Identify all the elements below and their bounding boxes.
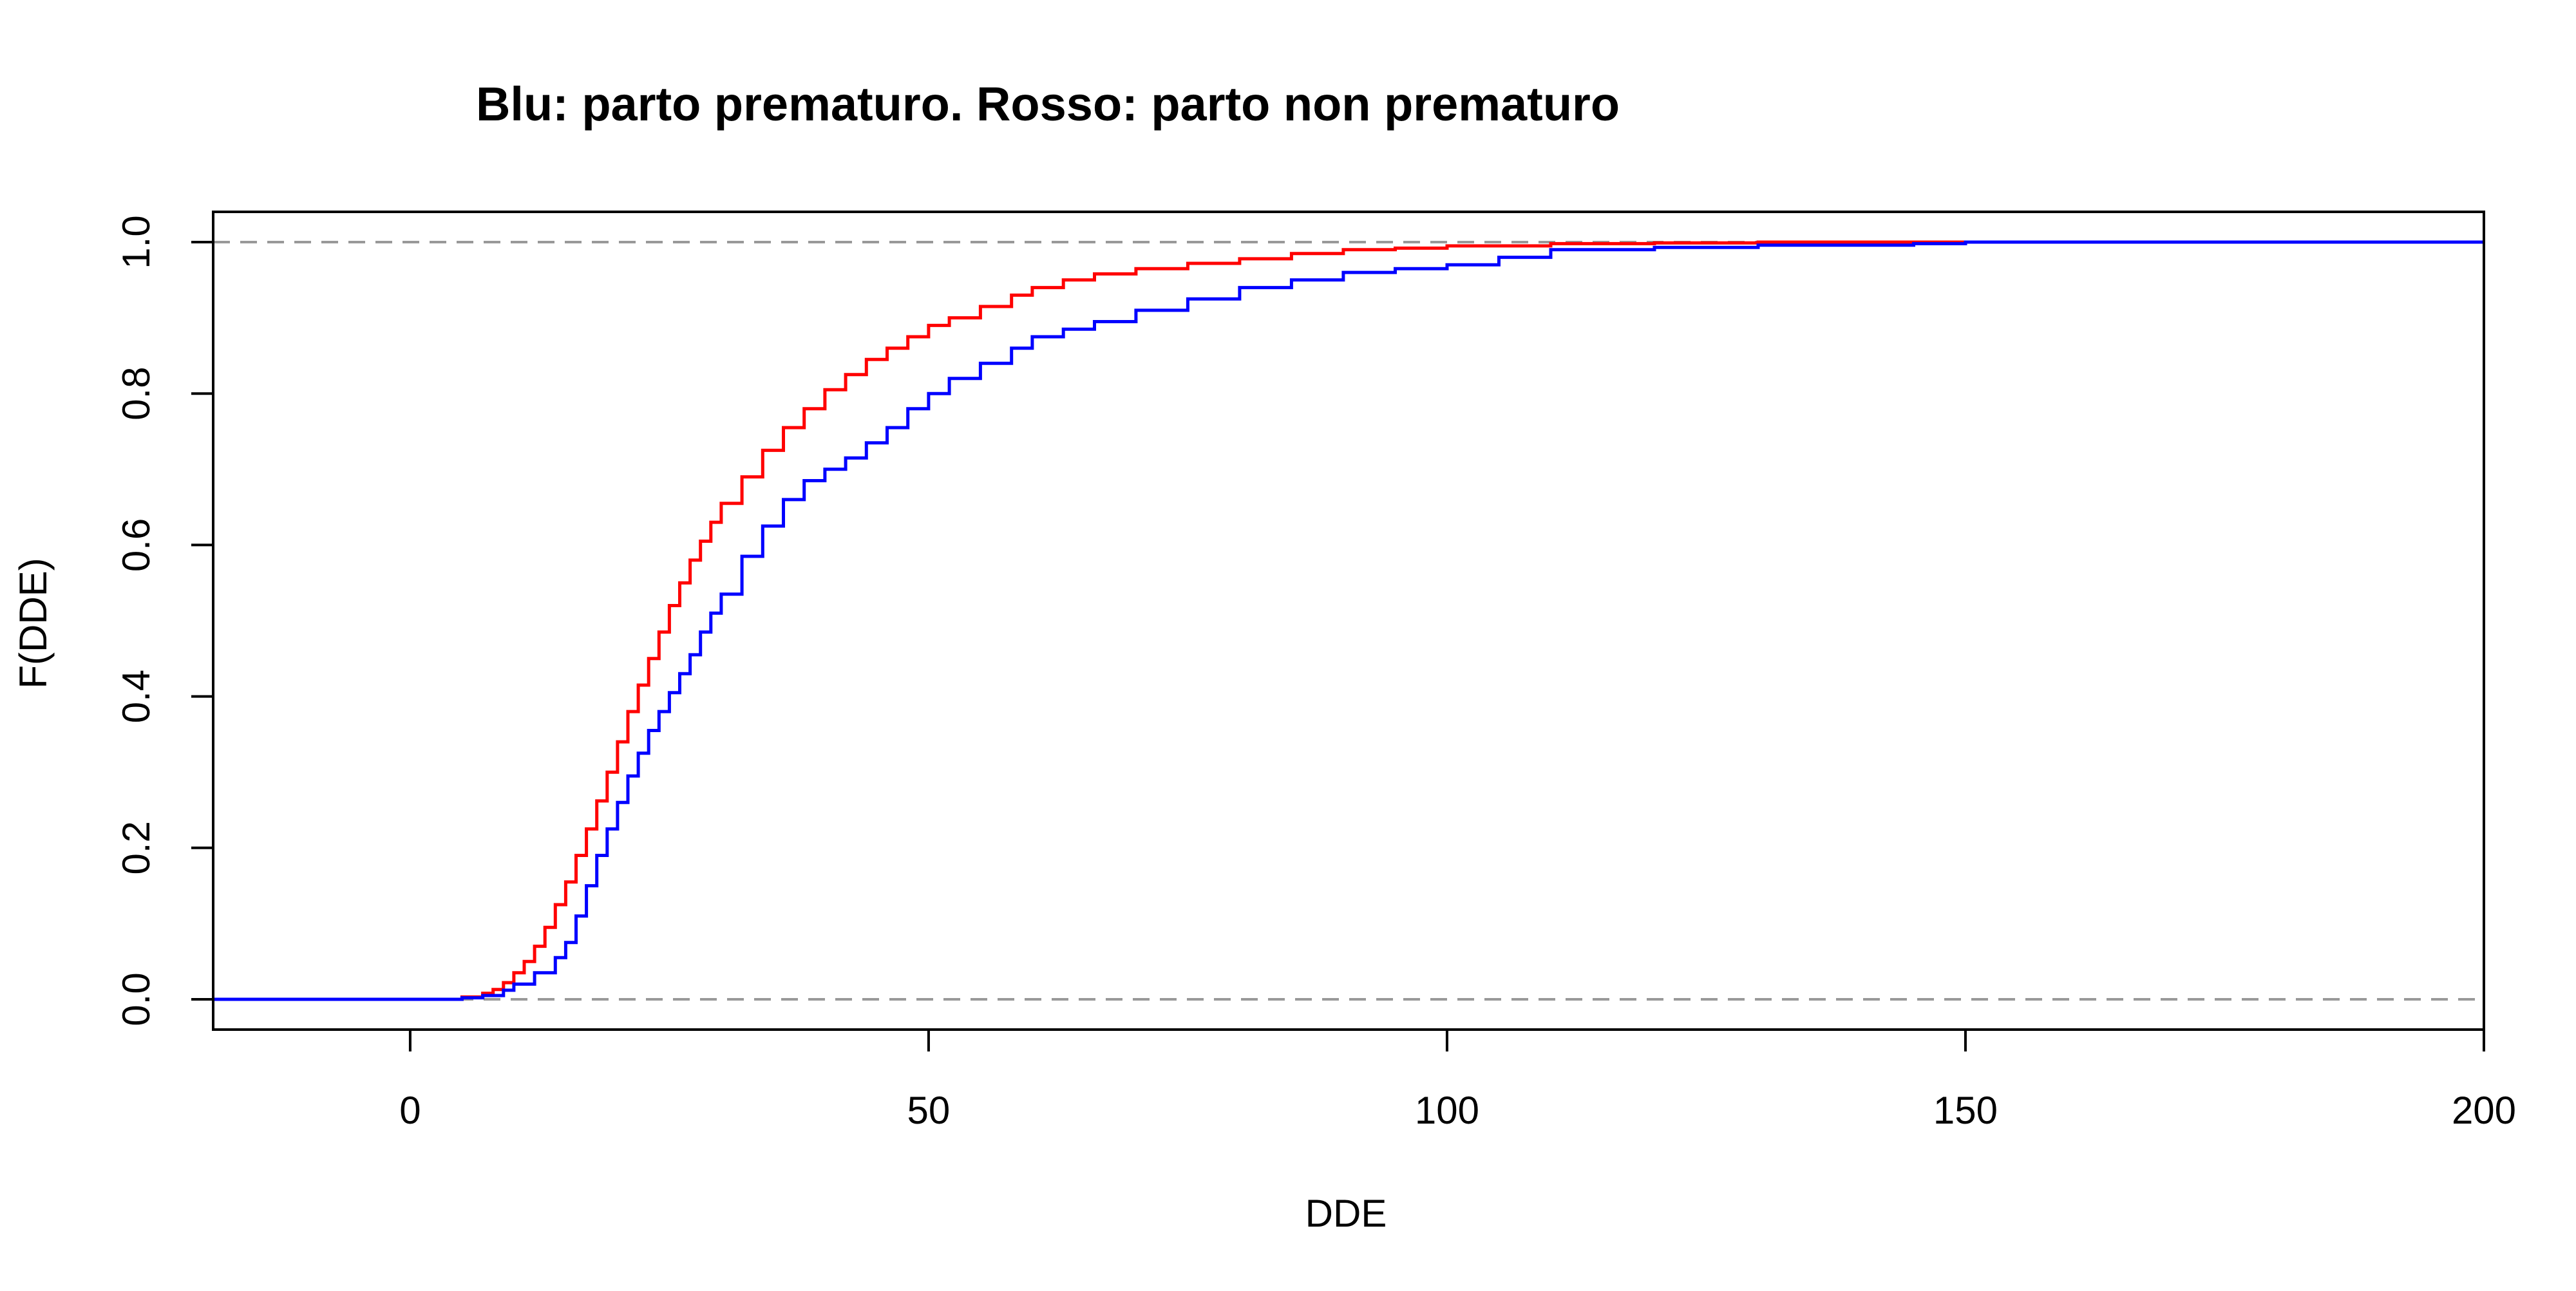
x-tick-label-2: 100 xyxy=(1415,1089,1479,1132)
y-tick-label-2: 0.4 xyxy=(115,670,158,723)
y-tick-label-1: 0.2 xyxy=(115,821,158,874)
y-tick-label-4: 0.8 xyxy=(115,366,158,420)
x-axis-label: DDE xyxy=(1305,1192,1387,1235)
x-tick-label-0: 0 xyxy=(399,1089,421,1132)
x-tick-label-3: 150 xyxy=(1933,1089,1998,1132)
series-line-1 xyxy=(213,240,2484,1001)
y-tick-label-5: 1.0 xyxy=(115,215,158,269)
series-layer xyxy=(213,240,2484,1001)
y-tick-label-0: 0.0 xyxy=(115,972,158,1026)
x-tick-label-1: 50 xyxy=(907,1089,951,1132)
chart-title: Blu: parto prematuro. Rosso: parto non p… xyxy=(476,77,1620,131)
y-axis-label: F(DDE) xyxy=(12,558,55,688)
y-tick-label-3: 0.6 xyxy=(115,518,158,572)
plot-frame xyxy=(212,211,2485,1031)
series-line-0 xyxy=(213,240,2484,1001)
x-tick-label-4: 200 xyxy=(2452,1089,2516,1132)
